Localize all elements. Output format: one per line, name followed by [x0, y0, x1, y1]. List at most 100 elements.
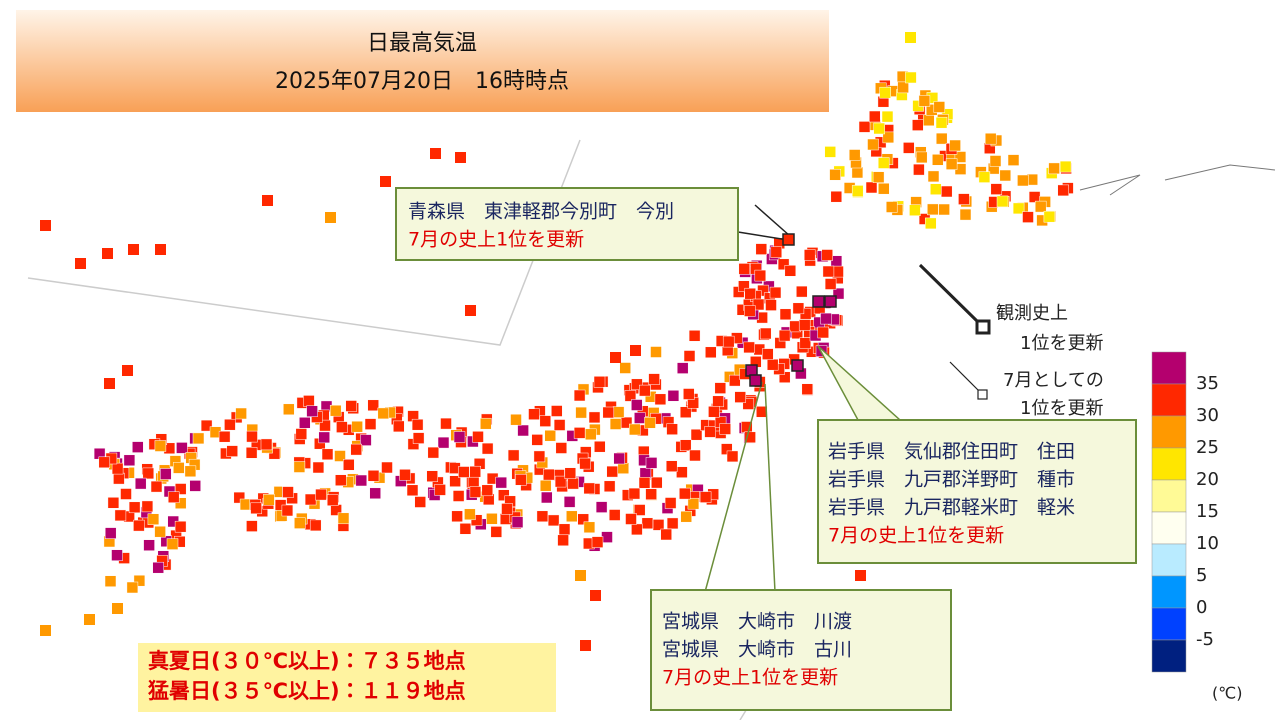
station — [624, 390, 637, 402]
station — [536, 510, 549, 523]
callout-line: 岩手県 九戸郡洋野町 種市 — [828, 469, 1075, 491]
station — [184, 465, 197, 478]
station — [575, 570, 586, 581]
station — [699, 491, 712, 503]
station — [872, 171, 885, 183]
station — [152, 561, 164, 574]
station — [224, 418, 236, 431]
station — [648, 373, 660, 385]
scale-unit: (℃) — [1212, 684, 1242, 703]
station — [329, 404, 342, 417]
station — [881, 110, 894, 123]
callout-line: 青森県 東津軽郡今別町 今別 — [408, 201, 674, 223]
station — [564, 467, 577, 479]
station — [226, 445, 238, 457]
station — [406, 484, 419, 497]
station — [449, 475, 461, 487]
station — [319, 419, 331, 432]
callout-line: 岩手県 気仙郡住田町 住田 — [828, 441, 1075, 463]
scale-tick-label: 35 — [1196, 373, 1219, 394]
station — [613, 452, 625, 465]
station — [719, 423, 731, 435]
station — [744, 305, 756, 317]
station — [726, 450, 739, 463]
station — [949, 139, 961, 152]
station — [467, 476, 480, 488]
station — [585, 428, 597, 441]
station — [734, 391, 746, 403]
callout-line: 宮城県 大崎市 川渡 — [662, 611, 852, 633]
station — [660, 528, 672, 541]
station — [543, 468, 555, 481]
station — [634, 412, 646, 424]
station — [743, 341, 755, 354]
callout-note: 7月の史上1位を更新 — [408, 229, 584, 251]
scale-tick-label: 20 — [1196, 469, 1219, 490]
station — [440, 417, 452, 430]
station — [897, 81, 909, 94]
station — [399, 469, 411, 481]
station — [245, 447, 258, 459]
station — [282, 486, 294, 498]
station — [104, 527, 117, 539]
station — [233, 491, 246, 504]
station — [126, 581, 139, 594]
station — [567, 477, 579, 490]
station — [927, 203, 939, 216]
station — [128, 244, 139, 255]
station — [355, 474, 368, 487]
station — [824, 278, 837, 290]
legend-symbol-label: 1位を更新 — [1020, 333, 1103, 354]
station — [765, 299, 777, 311]
station — [481, 484, 494, 497]
station — [821, 249, 833, 261]
station — [609, 418, 622, 430]
station — [722, 335, 735, 348]
station — [114, 509, 127, 522]
station — [533, 450, 546, 463]
scale-swatch — [1151, 351, 1187, 385]
legend-symbol-label: 1位を更新 — [1020, 398, 1103, 419]
station — [176, 442, 188, 454]
station — [293, 461, 306, 473]
station — [380, 176, 391, 187]
station — [667, 390, 680, 402]
summary-box — [138, 643, 556, 712]
station — [531, 434, 543, 446]
station — [412, 432, 425, 444]
station-markers — [40, 32, 1074, 651]
legend-symbol-label: 観測史上 — [996, 303, 1068, 324]
scale-swatch — [1151, 543, 1187, 577]
station — [507, 449, 520, 462]
station — [167, 491, 180, 503]
station — [192, 432, 205, 445]
station — [629, 423, 641, 436]
station — [610, 352, 621, 363]
station — [608, 509, 621, 521]
station — [315, 488, 327, 501]
station — [102, 248, 113, 259]
station — [588, 411, 601, 424]
station — [1048, 162, 1060, 175]
station — [855, 570, 866, 581]
station — [688, 330, 701, 342]
station — [472, 431, 484, 443]
station — [789, 320, 801, 333]
station — [792, 302, 805, 315]
station — [851, 185, 864, 197]
station — [606, 465, 618, 478]
station — [541, 491, 553, 504]
station — [104, 378, 115, 389]
station — [714, 382, 727, 394]
station — [575, 406, 587, 419]
station — [590, 590, 601, 601]
station — [122, 365, 133, 376]
station — [133, 519, 145, 532]
station — [111, 462, 124, 475]
station — [470, 514, 483, 526]
station — [630, 345, 641, 356]
station — [495, 476, 507, 489]
